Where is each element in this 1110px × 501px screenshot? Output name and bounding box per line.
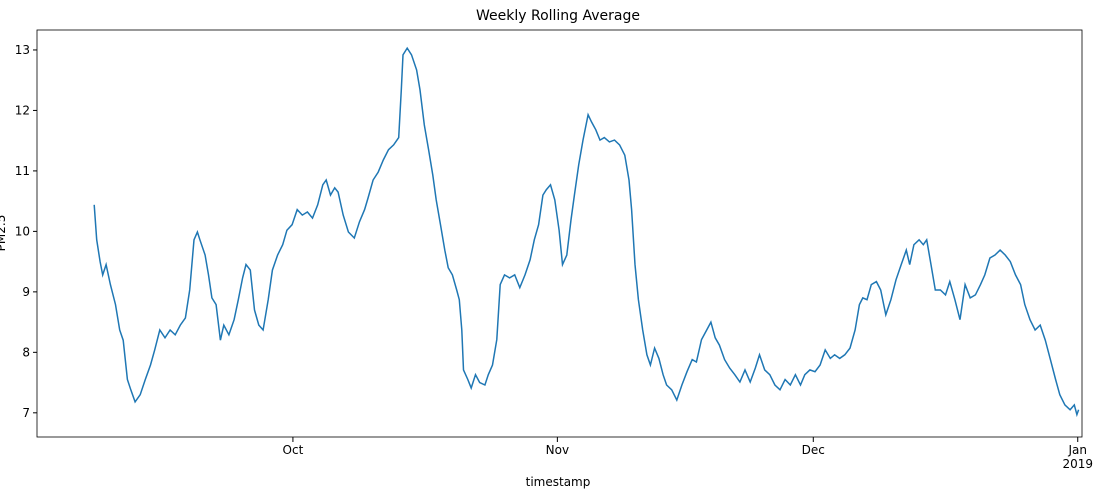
x-tick-label: Dec [801,443,825,457]
y-tick-label: 7 [22,406,30,420]
data-line [93,46,1080,418]
y-axis-label: PM2.5 [0,215,8,252]
y-tick-label: 13 [15,43,30,57]
y-tick-label: 12 [15,103,30,117]
x-tick-label: Jan 2019 [1062,443,1093,471]
x-axis-label: timestamp [526,475,591,489]
y-tick-label: 10 [15,224,30,238]
y-tick-label: 11 [15,164,30,178]
x-tick-label: Nov [545,443,570,457]
x-tick-label: Oct [282,443,304,457]
y-tick-label: 8 [22,345,30,359]
y-tick-label: 9 [22,285,30,299]
plot-frame [36,29,1083,438]
chart-title: Weekly Rolling Average [476,8,640,24]
